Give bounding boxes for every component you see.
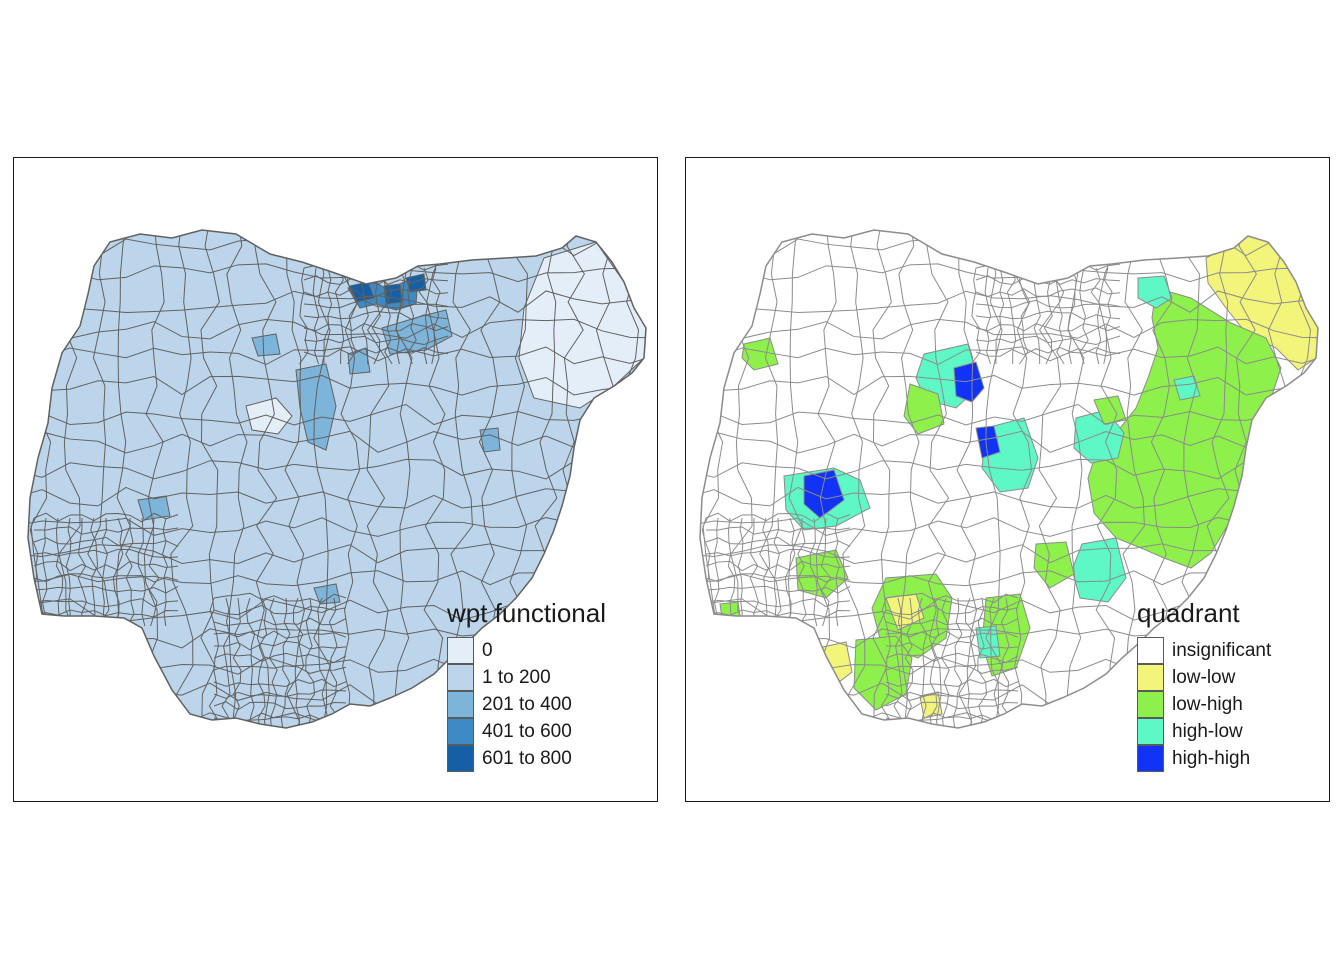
- country-outline: [27, 229, 647, 729]
- region-polygon: [1137, 275, 1173, 309]
- region-polygon: [903, 383, 945, 435]
- legend-label: high-high: [1172, 747, 1251, 769]
- region-polygon: [479, 427, 501, 453]
- legend-swatch: [1137, 637, 1164, 664]
- legend-label: 0: [482, 639, 493, 661]
- legend-label: 201 to 400: [482, 693, 572, 715]
- legend-item: high-low: [1137, 718, 1271, 745]
- legend-item: low-high: [1137, 691, 1271, 718]
- legend-item: insignificant: [1137, 637, 1271, 664]
- legend-swatch: [1137, 745, 1164, 772]
- legend-label: high-low: [1172, 720, 1243, 742]
- legend-swatch: [447, 745, 474, 772]
- legend-swatch: [447, 637, 474, 664]
- legend-item: 201 to 400: [447, 691, 606, 718]
- region-polygon: [251, 333, 281, 357]
- region-polygon: [137, 495, 171, 521]
- legend-swatch: [447, 664, 474, 691]
- region-polygon: [1087, 287, 1282, 569]
- map-panel-quadrant: quadrant insignificant low-low low-high …: [685, 157, 1330, 802]
- legend-swatch: [1137, 718, 1164, 745]
- country-outline: [699, 229, 1319, 729]
- legend-swatch: [1137, 691, 1164, 718]
- region-polygon: [741, 337, 779, 371]
- region-polygon: [803, 469, 845, 519]
- region-polygon: [1173, 375, 1201, 401]
- legend-label: insignificant: [1172, 639, 1272, 661]
- legend-swatch: [447, 718, 474, 745]
- legend-label: 401 to 600: [482, 720, 572, 742]
- region-polygon: [975, 425, 1001, 459]
- legend-item: 601 to 800: [447, 745, 606, 772]
- legend-item: 1 to 200: [447, 664, 606, 691]
- legend-swatch: [1137, 664, 1164, 691]
- legend-label: low-low: [1172, 666, 1236, 688]
- legend-item: high-high: [1137, 745, 1271, 772]
- region-polygon: [1093, 395, 1127, 425]
- choropleth-map-quadrant: [699, 229, 1319, 729]
- legend-swatch: [447, 691, 474, 718]
- legend-title: quadrant: [1137, 598, 1240, 628]
- map-panel-wpt-functional: wpt functional 0 1 to 200 201 to 400 401…: [13, 157, 658, 802]
- legend-label: 601 to 800: [482, 747, 572, 769]
- legend-quadrant: quadrant insignificant low-low low-high …: [1137, 598, 1271, 772]
- choropleth-map-wpt-functional: [27, 229, 647, 729]
- legend-item: 0: [447, 637, 606, 664]
- legend-item: low-low: [1137, 664, 1271, 691]
- legend-title: wpt functional: [447, 598, 606, 628]
- legend-item: 401 to 600: [447, 718, 606, 745]
- legend-wpt-functional: wpt functional 0 1 to 200 201 to 400 401…: [447, 598, 606, 772]
- legend-label: low-high: [1172, 693, 1243, 715]
- legend-label: 1 to 200: [482, 666, 551, 688]
